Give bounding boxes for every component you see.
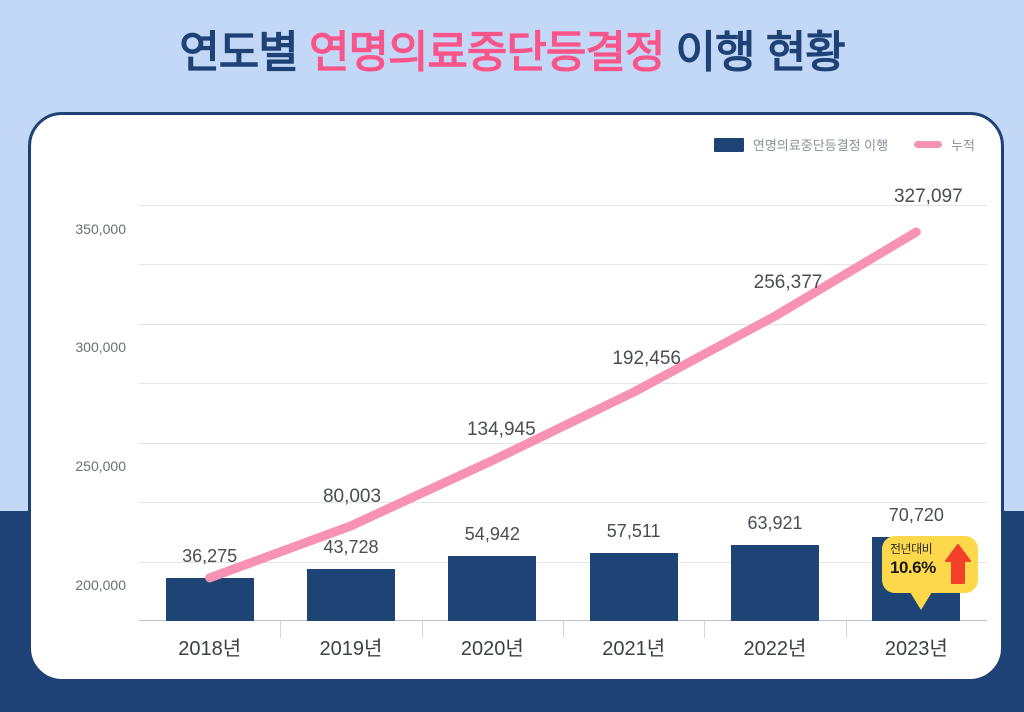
- badge-value: 10.6%: [890, 558, 936, 577]
- legend-bar-label: 연명의료중단등결정 이행: [752, 138, 889, 153]
- gridline: 50,000: [139, 561, 987, 563]
- x-axis-category-label[interactable]: 2023년: [884, 638, 948, 660]
- x-axis: 2018년 2019년 2020년 2021년 2022년 2023년: [139, 621, 987, 667]
- gridline: 300,000: [75, 264, 987, 355]
- yoy-change-badge: 전년대비 10.6%: [882, 536, 978, 610]
- legend-line-label: 누적: [951, 138, 975, 153]
- page-title: 연도별 연명의료중단등결정 이행 현황: [0, 16, 1024, 80]
- cumulative-value-label: 134,945: [466, 418, 536, 440]
- y-axis-tick-label: 350,000: [75, 220, 126, 237]
- x-axis-separator: [280, 621, 282, 638]
- x-axis-separator: [421, 621, 423, 638]
- x-axis-category-label[interactable]: 2020년: [460, 638, 524, 660]
- bar-value-label: 36,275: [182, 545, 238, 566]
- gridline: 150,000: [139, 442, 987, 444]
- x-axis-category-label[interactable]: 2022년: [743, 638, 807, 660]
- bar-2019년[interactable]: [307, 569, 395, 621]
- bar-value-label: 43,728: [323, 536, 379, 557]
- gridline: 350,000: [75, 204, 987, 237]
- bar-value-label: 57,511: [606, 520, 661, 541]
- cumulative-line-svg: [205, 227, 921, 583]
- axis-baseline: [139, 620, 987, 621]
- bar-2021년[interactable]: [589, 552, 678, 621]
- y-axis-tick-label: 300,000: [75, 339, 126, 356]
- bar-2020년[interactable]: [448, 555, 537, 621]
- cumulative-value-label: 80,003: [322, 485, 382, 507]
- cumulative-value-label: 192,456: [612, 348, 681, 370]
- page-title-part2: 연명의료중단등결정: [308, 28, 665, 77]
- cumulative-value-label: 256,377: [753, 272, 823, 294]
- page-title-part1: 연도별: [179, 28, 309, 77]
- y-axis-tick-label: 250,000: [75, 458, 126, 475]
- bar-value-label: 63,921: [747, 512, 803, 533]
- x-axis-separator: [704, 621, 706, 638]
- bar-value-label: 54,942: [464, 523, 520, 544]
- legend-bar-swatch-icon: [713, 137, 744, 152]
- x-axis-category-label[interactable]: 2018년: [178, 638, 242, 660]
- bar-value-label: 70,720: [888, 504, 944, 525]
- cumulative-line: [205, 227, 921, 583]
- x-axis-category-label[interactable]: 2021년: [602, 638, 666, 660]
- page-title-part3: 이행 현황: [664, 28, 846, 77]
- badge-text: 전년대비 10.6%: [890, 542, 948, 579]
- bar-2022년[interactable]: [731, 545, 819, 621]
- gridline: 250,000: [75, 323, 987, 474]
- badge-tail: [910, 592, 932, 610]
- legend-line-swatch-icon: [914, 141, 943, 148]
- gridline: 200,000: [75, 383, 987, 593]
- legend-item-line[interactable]: 누적: [914, 135, 975, 154]
- x-axis-separator: [845, 621, 847, 638]
- arrow-up-icon: [945, 544, 971, 584]
- gridline: 100,000: [139, 502, 987, 504]
- y-axis-tick-label: 200,000: [75, 577, 126, 594]
- x-axis-category-label[interactable]: 2019년: [319, 638, 383, 660]
- bar-2018년[interactable]: [165, 577, 254, 621]
- badge-caption: 전년대비: [890, 542, 933, 556]
- x-axis-separator: [563, 621, 564, 638]
- chart-legend: 연명의료중단등결정 이행 누적: [713, 135, 975, 154]
- chart-card: 연명의료중단등결정 이행 누적 50,000 100,000 150,000 200,…: [28, 112, 1004, 682]
- plot-area: 50,000 100,000 150,000 200,000 250,000 300,00…: [75, 181, 987, 621]
- cumulative-value-label: 327,097: [893, 186, 963, 208]
- legend-item-bar[interactable]: 연명의료중단등결정 이행: [713, 135, 889, 154]
